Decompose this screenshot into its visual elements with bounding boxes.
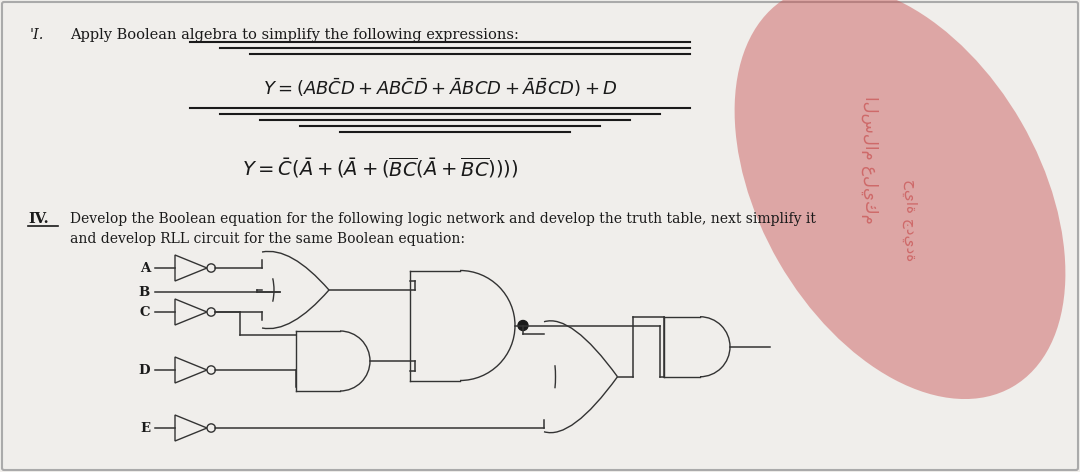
Text: $Y = \bar{C}(\bar{A}+(\bar{A}+(\overline{BC}(\bar{A}+\overline{BC}))))$: $Y = \bar{C}(\bar{A}+(\bar{A}+(\overline… <box>242 156 518 180</box>
Text: C: C <box>139 305 150 319</box>
Text: 'I.: 'I. <box>30 28 44 42</box>
Circle shape <box>518 320 528 330</box>
Text: A: A <box>139 261 150 275</box>
Text: IV.: IV. <box>28 212 49 226</box>
Text: Develop the Boolean equation for the following logic network and develop the tru: Develop the Boolean equation for the fol… <box>70 212 815 226</box>
Text: B: B <box>138 286 150 298</box>
Text: السلام عليكم: السلام عليكم <box>861 96 879 224</box>
Text: $Y = (AB\bar{C}D + AB\bar{C}\bar{D} + \bar{A}BCD + \bar{A}\bar{B}CD) + D$: $Y = (AB\bar{C}D + AB\bar{C}\bar{D} + \b… <box>262 76 618 99</box>
Ellipse shape <box>734 0 1065 399</box>
Text: حياة جديدة: حياة جديدة <box>903 179 918 261</box>
Text: and develop RLL circuit for the same Boolean equation:: and develop RLL circuit for the same Boo… <box>70 232 465 246</box>
Text: Apply Boolean algebra to simplify the following expressions:: Apply Boolean algebra to simplify the fo… <box>70 28 518 42</box>
Text: E: E <box>140 421 150 435</box>
Text: D: D <box>138 363 150 377</box>
